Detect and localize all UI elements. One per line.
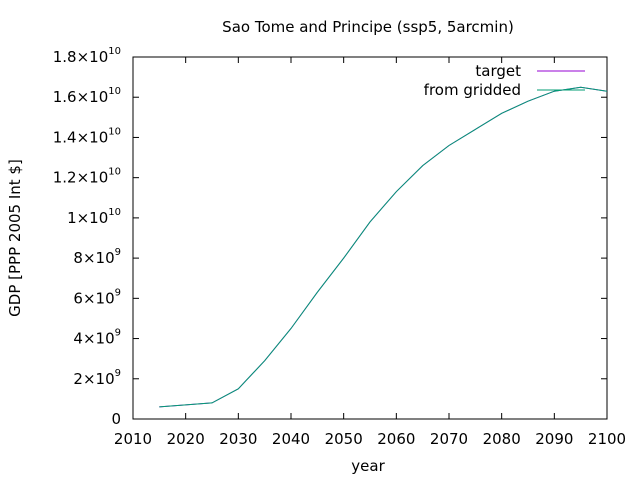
x-tick-label: 2090: [535, 430, 573, 448]
y-tick-label-exponent: 9: [115, 328, 121, 339]
legend-label-target: target: [475, 62, 521, 80]
y-tick-label-base: 6×10: [73, 289, 114, 307]
legend: target from gridded: [424, 62, 585, 99]
y-axis-label: GDP [PPP 2005 Int $]: [6, 159, 24, 317]
series-line-target: [159, 86, 608, 408]
y-tick-label-exponent: 10: [108, 126, 121, 137]
y-tick-label-exponent: 9: [115, 247, 121, 258]
y-tick-label-base: 1×10: [67, 209, 108, 227]
y-tick-label-base: 1.8×10: [53, 48, 109, 66]
y-axis: 02×1094×1096×1098×1091×10101.2×10101.4×1…: [53, 46, 607, 428]
plot-area-border: [132, 56, 608, 420]
y-tick-label: 1.2×1010: [53, 167, 121, 187]
y-tick-label: 0: [111, 410, 121, 428]
y-tick-label: 2×109: [73, 368, 121, 388]
y-tick-label: 1.4×1010: [53, 126, 121, 146]
y-tick-label-exponent: 10: [108, 167, 121, 178]
y-tick-label: 1.6×1010: [53, 86, 121, 106]
series-lines: [159, 86, 608, 408]
y-tick-label-base: 8×10: [73, 249, 114, 267]
x-tick-label: 2020: [167, 430, 205, 448]
chart-title: Sao Tome and Principe (ssp5, 5arcmin): [222, 18, 514, 36]
y-tick-label-exponent: 9: [115, 368, 121, 379]
x-tick-label: 2080: [483, 430, 521, 448]
y-tick-label-exponent: 10: [108, 86, 121, 97]
y-tick-label-base: 1.4×10: [53, 128, 109, 146]
x-tick-label: 2100: [588, 430, 626, 448]
y-tick-label-base: 1.6×10: [53, 88, 109, 106]
x-tick-label: 2010: [114, 430, 152, 448]
y-tick-label: 4×109: [73, 328, 121, 348]
x-axis: 2010 2020 2030 2040 2050 2060 2070 2080 2090 2100: [114, 57, 626, 448]
legend-label-from-gridded: from gridded: [424, 81, 521, 99]
y-tick-label-exponent: 10: [108, 207, 121, 218]
x-tick-label: 2050: [325, 430, 363, 448]
y-tick-label-exponent: 10: [108, 46, 121, 57]
x-tick-label: 2030: [219, 430, 257, 448]
y-tick-label: 8×109: [73, 247, 121, 267]
y-tick-label: 1×1010: [67, 207, 121, 227]
x-tick-label: 2070: [430, 430, 468, 448]
x-tick-label: 2060: [377, 430, 415, 448]
x-axis-label: year: [351, 457, 385, 475]
y-tick-label-base: 2×10: [73, 370, 114, 388]
y-tick-label-base: 4×10: [73, 330, 114, 348]
y-tick-label-exponent: 9: [115, 287, 121, 298]
y-tick-label-base: 1.2×10: [53, 169, 109, 187]
y-tick-label-base: 0: [111, 410, 121, 428]
y-tick-label: 1.8×1010: [53, 46, 121, 66]
y-tick-label: 6×109: [73, 287, 121, 307]
series-line-from-gridded: [159, 86, 608, 408]
x-tick-label: 2040: [272, 430, 310, 448]
